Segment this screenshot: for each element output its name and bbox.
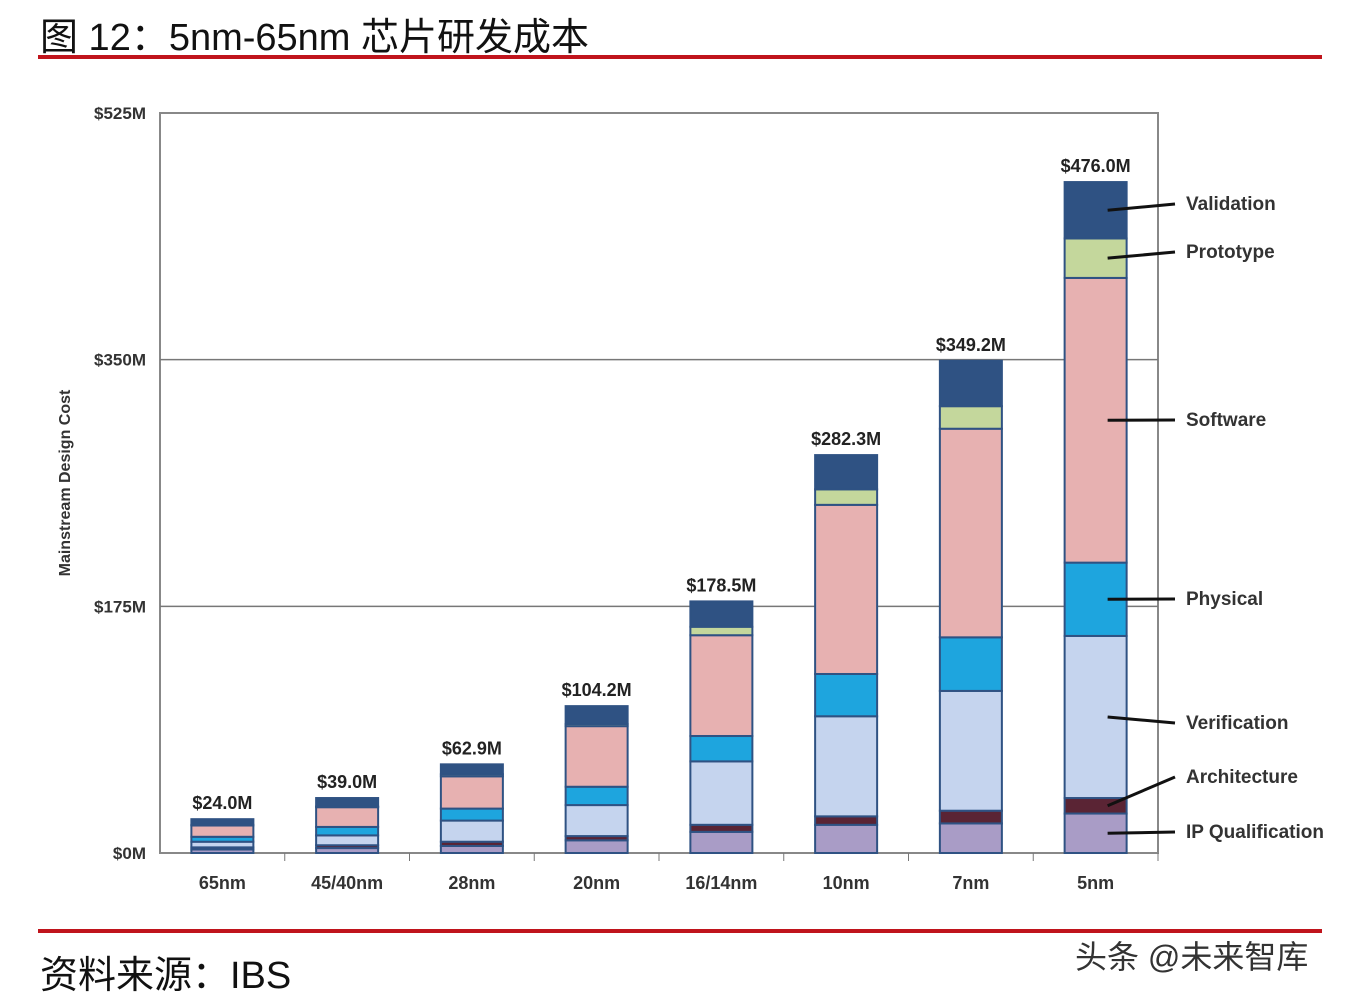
y-tick-label: $175M xyxy=(94,597,146,616)
plot-frame xyxy=(160,113,1158,853)
bar-segment xyxy=(441,821,503,842)
legend-label: Verification xyxy=(1186,713,1288,734)
x-tick-label: 45/40nm xyxy=(311,873,383,893)
bar-segment xyxy=(690,832,752,853)
y-tick-label: $0M xyxy=(113,844,146,863)
bar-segment xyxy=(316,807,378,827)
total-label: $62.9M xyxy=(442,738,502,758)
bar-segment xyxy=(316,835,378,845)
x-tick-label: 20nm xyxy=(573,873,620,893)
total-label: $476.0M xyxy=(1061,156,1131,176)
bar-segment xyxy=(940,823,1002,853)
total-label: $104.2M xyxy=(562,680,632,700)
legend-label: Validation xyxy=(1186,194,1276,215)
x-tick-label: 10nm xyxy=(823,873,870,893)
y-tick-label: $525M xyxy=(94,104,146,123)
bar-segment xyxy=(690,635,752,736)
x-tick-label: 5nm xyxy=(1077,873,1114,893)
legend-label: Software xyxy=(1186,410,1266,431)
bar-segment xyxy=(815,455,877,489)
bar-segment xyxy=(940,811,1002,824)
bar-segment xyxy=(566,805,628,836)
x-tick-label: 28nm xyxy=(448,873,495,893)
total-label: $282.3M xyxy=(811,429,881,449)
y-tick-label: $350M xyxy=(94,351,146,370)
x-tick-label: 16/14nm xyxy=(685,873,757,893)
bar-segment xyxy=(316,827,378,835)
bar-segment xyxy=(690,825,752,832)
bar-segment xyxy=(441,809,503,821)
bar-segment xyxy=(940,429,1002,638)
legend-label: Prototype xyxy=(1186,242,1275,263)
bar-segment xyxy=(566,726,628,787)
bar-segment xyxy=(815,489,877,505)
y-axis-title: Mainstream Design Cost xyxy=(57,389,74,576)
x-tick-label: 65nm xyxy=(199,873,246,893)
total-label: $349.2M xyxy=(936,335,1006,355)
bar-segment xyxy=(940,637,1002,691)
bar-segment xyxy=(191,819,253,825)
bar-segment xyxy=(441,764,503,774)
watermark: 头条 @未来智库 xyxy=(1075,932,1308,978)
bar-segment xyxy=(815,716,877,816)
bar-segment xyxy=(690,761,752,824)
bar-segment xyxy=(316,798,378,806)
bar-segment xyxy=(815,825,877,853)
legend-label: Physical xyxy=(1186,589,1263,610)
x-tick-label: 7nm xyxy=(952,873,989,893)
total-label: $24.0M xyxy=(192,793,252,813)
legend-leader-line xyxy=(1108,832,1175,833)
bar-segment xyxy=(441,776,503,808)
legend-label: Architecture xyxy=(1186,767,1298,788)
legend-label: IP Qualification xyxy=(1186,822,1324,843)
bar-segment xyxy=(815,816,877,824)
bar-segment xyxy=(566,840,628,853)
bar-segment xyxy=(690,627,752,635)
bar-segment xyxy=(566,706,628,724)
bar-segment xyxy=(566,787,628,805)
total-label: $39.0M xyxy=(317,772,377,792)
source-note: 资料来源：IBS xyxy=(40,944,291,999)
bar-segment xyxy=(940,361,1002,406)
total-label: $178.5M xyxy=(686,575,756,595)
bar-segment xyxy=(940,691,1002,811)
bar-segment xyxy=(815,674,877,716)
bar-segment xyxy=(815,505,877,674)
bar-segment xyxy=(940,406,1002,429)
bar-segment xyxy=(191,826,253,837)
bar-segment xyxy=(690,736,752,761)
bar-segment xyxy=(690,601,752,626)
bar-segment xyxy=(441,846,503,853)
